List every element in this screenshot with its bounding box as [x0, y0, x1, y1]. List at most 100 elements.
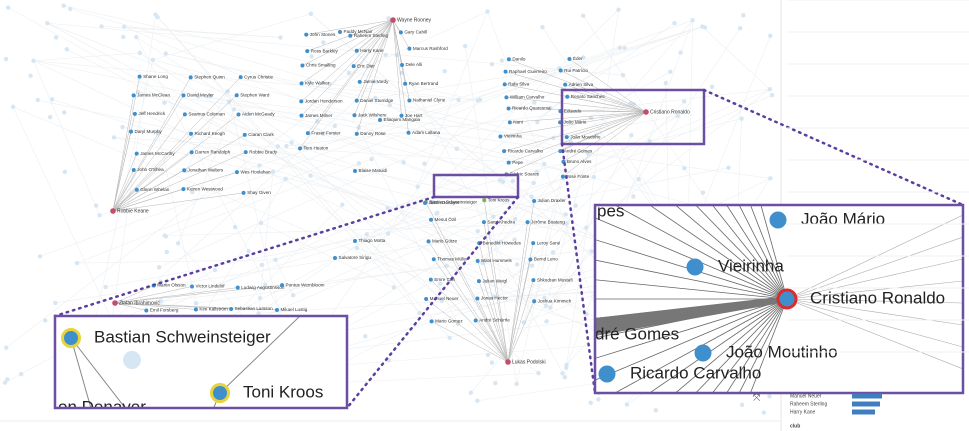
bg-node[interactable]	[768, 176, 773, 181]
bg-node[interactable]	[629, 133, 634, 138]
player-node[interactable]	[400, 62, 405, 67]
bg-node[interactable]	[258, 220, 264, 226]
player-node[interactable]	[299, 99, 304, 104]
player-node[interactable]	[563, 82, 568, 87]
player-node[interactable]	[189, 131, 194, 136]
bg-node[interactable]	[321, 131, 326, 137]
bg-node[interactable]	[18, 371, 24, 377]
bg-node[interactable]	[156, 265, 162, 270]
hub-node[interactable]	[112, 300, 118, 306]
bg-node[interactable]	[534, 169, 540, 174]
bg-node[interactable]	[624, 402, 630, 407]
player-node[interactable]	[406, 130, 411, 135]
bg-node[interactable]	[548, 105, 553, 111]
bg-node[interactable]	[259, 262, 264, 268]
player-node[interactable]	[475, 259, 480, 264]
player-node[interactable]	[507, 120, 512, 125]
bg-node[interactable]	[401, 160, 406, 165]
bg-node[interactable]	[373, 95, 378, 101]
player-node[interactable]	[238, 75, 243, 80]
bg-node[interactable]	[690, 17, 695, 23]
bg-node[interactable]	[120, 124, 125, 130]
bg-node[interactable]	[290, 293, 296, 298]
bg-node[interactable]	[363, 334, 368, 339]
bg-node[interactable]	[591, 174, 597, 180]
bg-node[interactable]	[663, 80, 668, 86]
bg-node[interactable]	[521, 320, 526, 325]
bg-node[interactable]	[369, 156, 374, 162]
bg-node[interactable]	[257, 295, 263, 301]
player-node[interactable]	[407, 98, 412, 103]
player-node[interactable]	[348, 33, 353, 38]
player-node[interactable]	[134, 187, 139, 192]
bg-node[interactable]	[383, 52, 388, 58]
player-node[interactable]	[280, 283, 285, 288]
bg-node[interactable]	[477, 97, 483, 103]
bg-node[interactable]	[190, 189, 195, 195]
bg-node[interactable]	[35, 97, 40, 103]
bg-node[interactable]	[489, 360, 495, 365]
player-node[interactable]	[189, 150, 194, 155]
bg-node[interactable]	[68, 6, 73, 12]
player-node[interactable]	[182, 168, 187, 173]
bg-node[interactable]	[270, 169, 276, 175]
bg-node[interactable]	[158, 299, 164, 304]
player-node[interactable]	[234, 93, 239, 98]
bg-node[interactable]	[535, 119, 540, 125]
bg-node[interactable]	[585, 151, 591, 156]
bg-node[interactable]	[373, 79, 379, 84]
bg-node[interactable]	[447, 335, 452, 341]
bg-node[interactable]	[444, 263, 449, 268]
player-node[interactable]	[531, 241, 536, 246]
player-node[interactable]	[299, 81, 304, 86]
bg-node[interactable]	[307, 79, 312, 85]
player-node[interactable]	[502, 149, 507, 154]
player-node[interactable]	[193, 307, 198, 312]
bg-node[interactable]	[678, 50, 683, 55]
bg-node[interactable]	[700, 24, 705, 29]
player-node[interactable]	[503, 69, 508, 74]
bg-node[interactable]	[456, 97, 461, 103]
bg-node[interactable]	[442, 69, 447, 74]
bg-node[interactable]	[668, 69, 673, 75]
bg-node[interactable]	[529, 194, 534, 200]
bg-node[interactable]	[617, 45, 623, 50]
bg-node[interactable]	[47, 114, 53, 120]
hub-node[interactable]	[776, 288, 798, 310]
player-node[interactable]	[352, 113, 357, 118]
bg-node[interactable]	[346, 70, 352, 76]
player-node[interactable]	[190, 284, 195, 289]
bg-node[interactable]	[513, 216, 518, 222]
bg-node[interactable]	[93, 203, 99, 208]
bg-node[interactable]	[769, 93, 775, 98]
player-node[interactable]	[502, 82, 507, 87]
bg-node[interactable]	[289, 140, 294, 145]
bg-node[interactable]	[278, 35, 283, 40]
bg-node[interactable]	[246, 248, 251, 254]
player-node[interactable]	[564, 135, 569, 140]
bg-node[interactable]	[193, 301, 199, 306]
bg-node[interactable]	[308, 11, 314, 17]
player-node[interactable]	[354, 98, 359, 103]
player-node[interactable]	[473, 318, 478, 323]
player-node[interactable]	[353, 169, 357, 173]
player-node[interactable]	[378, 118, 382, 122]
bg-node[interactable]	[257, 163, 262, 168]
bg-node[interactable]	[386, 16, 391, 21]
player-node[interactable]	[482, 198, 487, 203]
bg-node[interactable]	[321, 40, 326, 45]
bg-node[interactable]	[153, 12, 158, 17]
bg-node[interactable]	[162, 233, 167, 238]
player-node[interactable]	[504, 95, 509, 100]
player-node[interactable]	[354, 48, 359, 53]
player-node[interactable]	[423, 201, 427, 205]
bg-node[interactable]	[564, 365, 569, 370]
bg-node[interactable]	[99, 24, 104, 29]
bg-node[interactable]	[6, 5, 11, 10]
player-node[interactable]	[188, 75, 193, 80]
bg-node[interactable]	[454, 146, 460, 151]
bg-node[interactable]	[163, 51, 168, 56]
bg-node[interactable]	[61, 3, 66, 8]
player-node[interactable]	[242, 132, 247, 137]
bg-node[interactable]	[28, 73, 33, 79]
